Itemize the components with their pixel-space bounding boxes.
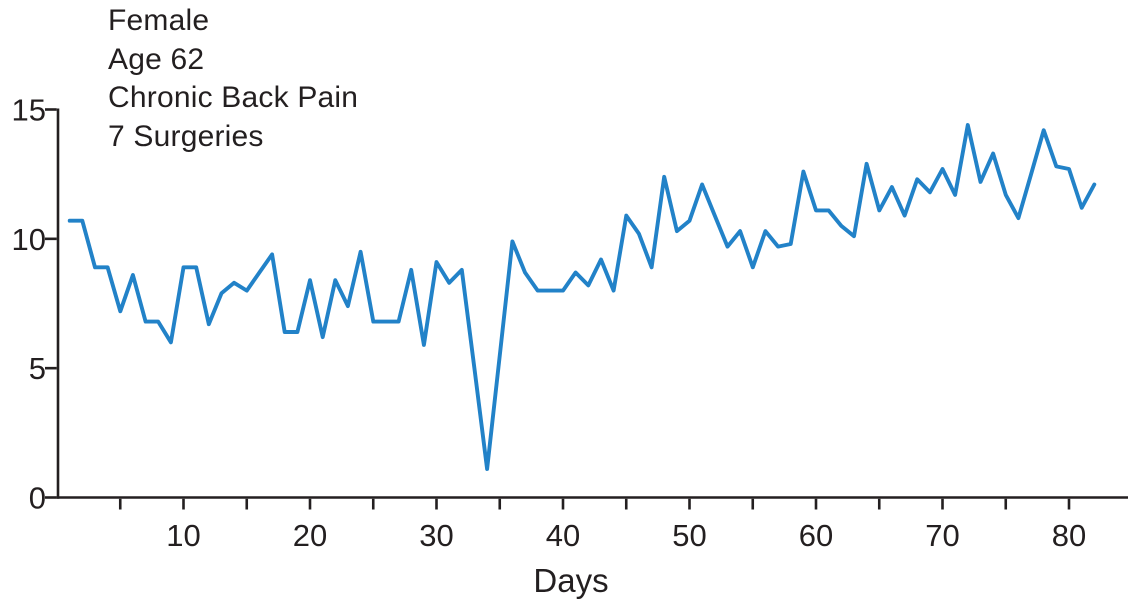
patient-annotation: Female Age 62 Chronic Back Pain 7 Surger… — [108, 2, 358, 156]
x-tick-label: 40 — [546, 518, 580, 553]
x-tick-label: 10 — [166, 518, 200, 553]
y-tick-label: 0 — [29, 481, 46, 516]
x-tick-label: 20 — [293, 518, 327, 553]
x-tick-label: 70 — [925, 518, 959, 553]
y-tick-label: 15 — [12, 92, 46, 127]
y-tick-label: 10 — [12, 222, 46, 257]
y-tick-label: 5 — [29, 351, 46, 386]
pain-score-line — [67, 123, 1097, 471]
x-tick-label: 80 — [1052, 518, 1086, 553]
annotation-line-surgeries: 7 Surgeries — [108, 119, 264, 153]
x-tick-label: 50 — [672, 518, 706, 553]
annotation-line-condition: Chronic Back Pain — [108, 81, 359, 114]
annotation-line-sex: Female — [108, 4, 210, 37]
x-tick-label: 30 — [419, 518, 453, 553]
x-axis-title: Days — [533, 562, 609, 599]
annotation-line-age: Age 62 — [108, 42, 205, 76]
x-tick-label: 60 — [799, 518, 833, 553]
